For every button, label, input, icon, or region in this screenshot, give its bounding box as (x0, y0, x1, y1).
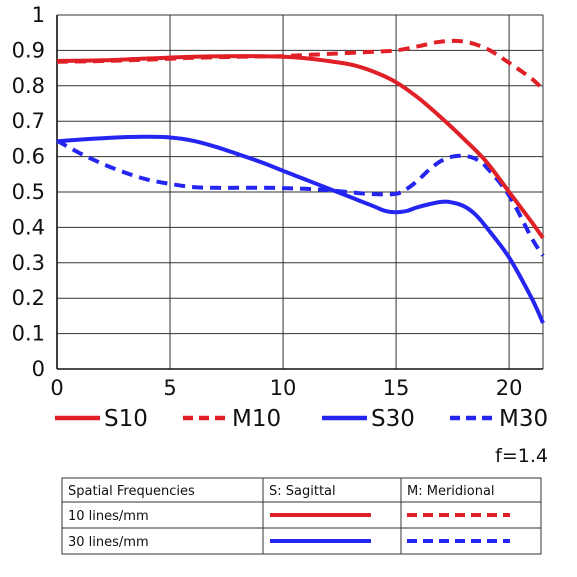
y-tick-label: 0.6 (12, 145, 45, 169)
x-tick-label: 20 (496, 376, 523, 400)
key-table-row-label: 30 lines/mm (68, 535, 149, 550)
x-tick-label: 5 (163, 376, 176, 400)
key-table-header-cell: Spatial Frequencies (68, 484, 195, 499)
y-tick-label: 0.4 (12, 215, 45, 239)
aperture-label: f=1.4 (495, 445, 548, 467)
y-tick-label: 0.8 (12, 74, 45, 98)
series-line-m30 (56, 138, 545, 257)
x-tick-label: 10 (270, 376, 297, 400)
legend-label-m10: M10 (232, 406, 281, 432)
series-line-s30 (56, 134, 545, 324)
y-tick-label: 0.2 (12, 286, 45, 310)
x-tick-label: 0 (50, 376, 63, 400)
x-tick-label: 15 (383, 376, 410, 400)
key-table-row-label: 10 lines/mm (68, 509, 149, 524)
y-tick-label: 0.3 (12, 251, 45, 275)
key-table-header-cell: S: Sagittal (269, 484, 336, 499)
legend-label-m30: M30 (499, 406, 548, 432)
legend-label-s30: S30 (371, 406, 415, 432)
y-tick-label: 1 (32, 3, 45, 27)
y-tick-label: 0.7 (12, 109, 45, 133)
series-line-m10 (56, 38, 545, 91)
y-tick-label: 0.1 (12, 322, 45, 346)
y-tick-label: 0.9 (12, 38, 45, 62)
legend-label-s10: S10 (104, 406, 148, 432)
y-tick-label: 0 (32, 357, 45, 381)
y-tick-label: 0.5 (12, 180, 45, 204)
key-table-header-cell: M: Meridional (407, 484, 495, 499)
